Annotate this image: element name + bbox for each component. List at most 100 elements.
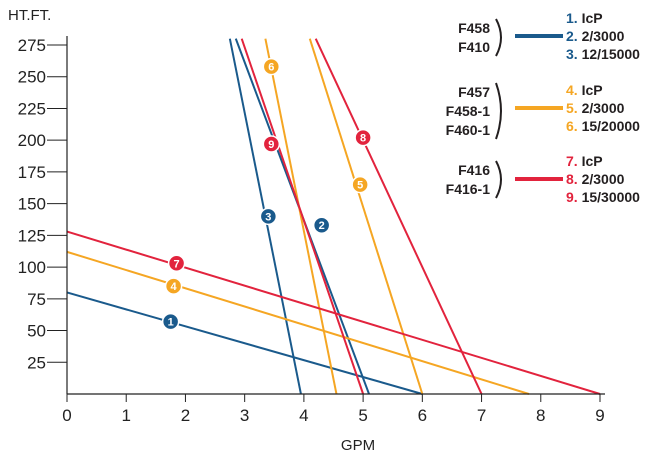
y-tick-label-75: 75 — [27, 290, 46, 309]
series-line-9 — [240, 38, 365, 395]
x-tick-label-8: 8 — [536, 406, 545, 425]
legend-model-label: F458 — [458, 20, 490, 36]
series-line-1 — [66, 291, 423, 395]
series-marker-label-7: 7 — [173, 258, 179, 270]
series-marker-6: 6 — [262, 57, 281, 76]
series-marker-8: 8 — [354, 128, 372, 147]
legend-item-label: 4. IcP — [566, 82, 603, 98]
legend-item-label: 8. 2/3000 — [566, 171, 625, 187]
x-tick-label-3: 3 — [240, 406, 249, 425]
legend-item-text: 15/30000 — [578, 189, 640, 205]
legend-item-text: 12/15000 — [578, 46, 640, 62]
series-marker-label-2: 2 — [319, 220, 325, 232]
y-axis-title: HT.FT. — [8, 7, 51, 24]
series-marker-circle-4 — [164, 277, 183, 295]
series-marker-3: 3 — [259, 207, 278, 226]
legend-item-number: 5. — [566, 100, 578, 116]
legend-item-text: IcP — [578, 10, 603, 26]
x-tick-label-4: 4 — [299, 406, 308, 425]
legend-item-text: 2/3000 — [578, 171, 625, 187]
legend-model-label: F458-1 — [446, 103, 491, 119]
series-marker-circle-5 — [351, 175, 369, 194]
legend-item-label: 5. 2/3000 — [566, 100, 625, 116]
series-marker-circle-6 — [262, 57, 281, 76]
series-marker-circle-8 — [354, 128, 372, 147]
legend-bracket — [495, 18, 502, 57]
legend-item-label: 6. 15/20000 — [566, 118, 640, 134]
legend-model-label: F416 — [458, 162, 490, 178]
series-marker-circle-1 — [161, 312, 180, 331]
y-tick-label-100: 100 — [18, 258, 46, 277]
series-marker-circle-3 — [259, 207, 278, 226]
y-tick-label-25: 25 — [27, 353, 46, 372]
legend-item-number: 7. — [566, 153, 578, 169]
series-marker-7: 7 — [167, 254, 186, 273]
plot-lines — [66, 38, 601, 395]
x-tick-label-6: 6 — [418, 406, 427, 425]
legend-item-label: 9. 15/30000 — [566, 189, 640, 205]
series-marker-9: 9 — [262, 135, 281, 153]
y-tick-label-250: 250 — [18, 68, 46, 87]
legend-item-label: 3. 12/15000 — [566, 46, 640, 62]
series-marker-label-8: 8 — [360, 133, 366, 145]
series-line-7 — [66, 230, 601, 395]
series-line-4 — [66, 250, 530, 395]
x-tick-label-0: 0 — [62, 406, 71, 425]
legend-bracket — [495, 82, 502, 140]
series-line-8 — [314, 38, 483, 395]
legend-model-label: F416-1 — [446, 181, 491, 197]
legend-item-text: IcP — [578, 82, 603, 98]
legend-model-label: F460-1 — [446, 122, 491, 138]
series-marker-label-6: 6 — [268, 62, 274, 74]
series-marker-label-3: 3 — [265, 211, 271, 223]
y-tick-label-50: 50 — [27, 322, 46, 341]
legend-item-number: 1. — [566, 10, 578, 26]
legend-bracket — [495, 160, 502, 199]
legend-item-text: 15/20000 — [578, 118, 640, 134]
y-tick-label-225: 225 — [18, 99, 46, 118]
legend-item-label: 2. 2/3000 — [566, 28, 625, 44]
series-marker-4: 4 — [164, 277, 183, 295]
series-marker-label-4: 4 — [171, 281, 178, 293]
x-tick-label-9: 9 — [595, 406, 604, 425]
series-marker-circle-2 — [312, 216, 331, 234]
legend-item-label: 7. IcP — [566, 153, 603, 169]
legend-item-number: 4. — [566, 82, 578, 98]
legend-model-label: F457 — [458, 84, 490, 100]
y-tick-label-200: 200 — [18, 131, 46, 150]
x-tick-label-7: 7 — [477, 406, 486, 425]
legend-item-number: 2. — [566, 28, 578, 44]
y-tick-label-150: 150 — [18, 195, 46, 214]
legend-item-number: 9. — [566, 189, 578, 205]
x-tick-label-5: 5 — [358, 406, 367, 425]
legend-item-text: 2/3000 — [578, 100, 625, 116]
series-marker-2: 2 — [312, 216, 331, 234]
y-tick-label-275: 275 — [18, 36, 46, 55]
x-tick-label-2: 2 — [181, 406, 190, 425]
x-axis-title: GPM — [341, 437, 375, 454]
legend-item-text: 2/3000 — [578, 28, 625, 44]
x-tick-label-1: 1 — [121, 406, 130, 425]
series-marker-label-5: 5 — [357, 180, 363, 192]
series-line-6 — [264, 38, 338, 395]
series-marker-label-1: 1 — [168, 317, 174, 329]
y-tick-label-125: 125 — [18, 226, 46, 245]
markers: 1 2 3 4 5 6 7 8 9 — [161, 57, 372, 331]
series-marker-label-9: 9 — [268, 139, 274, 151]
legend-item-label: 1. IcP — [566, 10, 603, 26]
legend-model-label: F410 — [458, 39, 490, 55]
legend-item-number: 3. — [566, 46, 578, 62]
legend-item-number: 6. — [566, 118, 578, 134]
series-marker-1: 1 — [161, 312, 180, 331]
legend-item-text: IcP — [578, 153, 603, 169]
legend-item-number: 8. — [566, 171, 578, 187]
y-tick-label-175: 175 — [18, 163, 46, 182]
series-marker-circle-9 — [262, 135, 281, 153]
series-marker-5: 5 — [351, 175, 369, 194]
